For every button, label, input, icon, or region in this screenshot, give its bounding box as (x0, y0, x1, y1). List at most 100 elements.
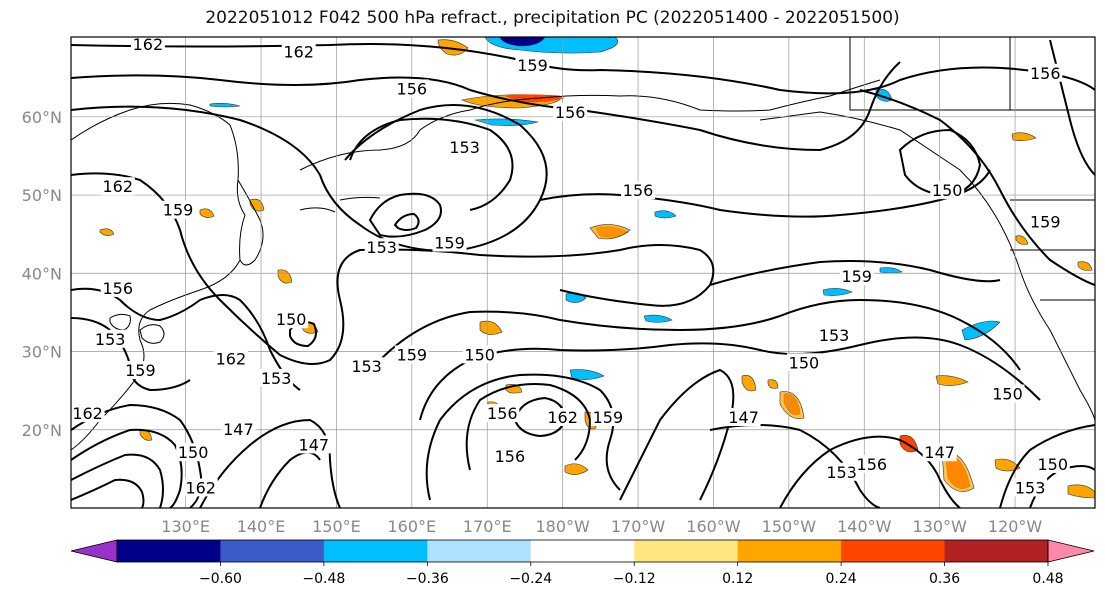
contour-label: 156 (623, 181, 654, 200)
lon-tick-label: 140°E (237, 517, 286, 536)
contour-label-bg (71, 404, 105, 423)
contour-label-bg (100, 177, 135, 196)
contour-label-bg (590, 408, 625, 427)
contour-label-bg (296, 435, 331, 454)
contour-label-bg (839, 267, 874, 286)
contour-label-bg (1028, 212, 1063, 231)
colorbar-segment (323, 540, 428, 562)
contour-label-bg (349, 357, 384, 376)
contour-label-bg (824, 462, 859, 481)
contour-label: 156 (487, 404, 518, 423)
lon-tick-label: 120°W (988, 517, 1043, 536)
colorbar-tick-label: 0.36 (929, 571, 960, 587)
contour-label: 159 (163, 201, 194, 220)
colorbar-tick-label: 0.48 (1032, 571, 1063, 587)
contour-label: 156 (102, 279, 133, 298)
colorbar-tick-label: 0.24 (826, 571, 857, 587)
lon-tick-label: 180°W (535, 517, 590, 536)
contour-label: 162 (547, 408, 578, 427)
colorbar-extend-min (70, 539, 118, 563)
contour-label-bg (485, 404, 520, 423)
contour-label-bg (1028, 63, 1063, 82)
contour-label-bg (817, 325, 852, 344)
lat-axis: 60°N 50°N 40°N 30°N 20°N (22, 108, 62, 440)
contour-label: 156 (495, 447, 526, 466)
colorbar-segment (117, 540, 221, 562)
contour-label: 156 (397, 79, 428, 98)
contour-label-bg (221, 419, 256, 438)
contour-label-bg (432, 233, 467, 252)
contour-label-bg (213, 349, 248, 368)
contour-label: 162 (72, 404, 103, 423)
colorbar-extend-max (1047, 539, 1095, 563)
contour-label: 150 (932, 181, 963, 200)
lon-tick-label: 160°E (388, 517, 437, 536)
contour-label-bg (545, 408, 580, 427)
contour-labels: 162 162 159 156 156 153 156 159 153 159 162 156 153 1… (71, 35, 1070, 497)
contour-label: 162 (216, 349, 247, 368)
contour-label: 162 (185, 478, 216, 497)
contour-label-bg (1035, 454, 1070, 473)
contour-label: 159 (841, 267, 872, 286)
contour-label: 153 (366, 238, 397, 257)
contour-label-bg (364, 238, 399, 257)
contour-label-bg (492, 447, 527, 466)
contour-label: 162 (102, 177, 133, 196)
contour-label: 159 (397, 345, 428, 364)
contour-label: 153 (351, 357, 382, 376)
colorbar-segment (530, 540, 635, 562)
lon-tick-label: 140°W (837, 517, 892, 536)
lat-tick-label: 60°N (22, 108, 62, 127)
colorbar-segment (737, 540, 842, 562)
contour-label: 156 (857, 455, 888, 474)
colorbar-tick-label: −0.12 (613, 571, 656, 587)
lat-tick-label: 30°N (22, 343, 62, 362)
lon-tick-label: 170°E (463, 517, 512, 536)
colorbar-segment (634, 540, 739, 562)
contour-label: 159 (434, 234, 465, 253)
contour-label: 150 (1037, 455, 1068, 474)
contour-label-bg (854, 454, 889, 473)
contour-label-bg (786, 353, 821, 372)
contour-label-bg (259, 368, 294, 387)
contour-label: 156 (555, 103, 586, 122)
colorbar-tick-label: −0.60 (199, 571, 242, 587)
contour-label: 162 (133, 35, 164, 54)
contour-label: 153 (819, 326, 850, 345)
lon-axis: 130°E 140°E 150°E 160°E 170°E 180°W 170°W 160°W… (161, 517, 1042, 536)
colorbar-tick-label: −0.24 (509, 571, 552, 587)
lon-tick-label: 170°W (611, 517, 666, 536)
contour-label-bg (930, 181, 965, 200)
contour-label: 150 (789, 353, 820, 372)
contour-label-bg (726, 408, 761, 427)
contour-label: 156 (1030, 64, 1061, 83)
contour-label-bg (621, 181, 656, 200)
contour-label: 150 (992, 385, 1023, 404)
lat-tick-label: 20°N (22, 421, 62, 440)
contour-label-bg (553, 102, 588, 121)
contour-label-bg (922, 443, 957, 462)
contour-label: 147 (924, 443, 955, 462)
colorbar-segment (427, 540, 532, 562)
contour-label: 150 (276, 310, 307, 329)
contour-label: 159 (1030, 212, 1061, 231)
colorbar-tick-label: 0.12 (722, 571, 753, 587)
chart-title: 2022051012 F042 500 hPa refract., precip… (205, 8, 900, 28)
map-layer: 162 162 159 156 156 153 156 159 153 159 162 156 153 1… (71, 35, 1095, 508)
contour-label: 147 (299, 435, 330, 454)
contour-label: 147 (223, 420, 254, 439)
contour-label-bg (161, 200, 196, 219)
contour-label: 159 (125, 361, 156, 380)
lat-tick-label: 40°N (22, 264, 62, 283)
contour-label: 147 (728, 408, 759, 427)
contour-label-bg (1013, 478, 1048, 497)
lat-tick-label: 50°N (22, 186, 62, 205)
contour-label: 153 (1015, 478, 1046, 497)
contour-label-bg (130, 37, 165, 53)
colorbar-segment (841, 540, 946, 562)
colorbar-tick-label: −0.48 (302, 571, 345, 587)
contour-label-bg (176, 443, 211, 462)
lon-tick-label: 130°E (161, 517, 210, 536)
contour-label: 153 (95, 330, 126, 349)
